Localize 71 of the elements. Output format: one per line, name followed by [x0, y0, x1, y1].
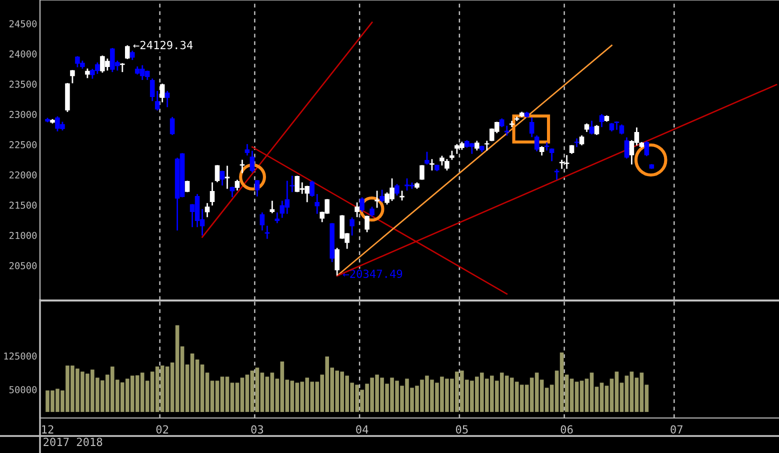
- candlestick: [224, 166, 230, 189]
- candlestick: [420, 165, 424, 180]
- candlestick: [184, 180, 190, 192]
- y-tick-label: 22500: [9, 141, 37, 148]
- y-tick-label: 125000: [4, 352, 37, 360]
- y-tick-label: 21000: [9, 232, 37, 240]
- candlestick: [290, 176, 295, 192]
- x-tick-label: 05: [456, 425, 468, 434]
- candlestick: [234, 180, 240, 190]
- x-tick-label: 07: [670, 425, 682, 434]
- y-tick-label: 22000: [9, 171, 37, 179]
- candlestick: [354, 202, 360, 218]
- candlestick: [614, 121, 620, 130]
- candlestick: [534, 135, 540, 152]
- candlestick: [484, 140, 490, 150]
- annotation: ←24129.34: [133, 40, 193, 50]
- candlestick: [364, 216, 370, 232]
- y-tick-label: 23500: [9, 80, 37, 88]
- annotation: ←20347.49: [343, 270, 402, 278]
- y-tick-label: 23000: [9, 110, 37, 118]
- candlestick: [214, 165, 220, 182]
- candlestick: [350, 217, 354, 236]
- candlestick: [310, 180, 315, 197]
- y-tick-label: 50000: [9, 386, 37, 394]
- candlestick: [334, 248, 340, 276]
- x-tick-label: 06: [560, 425, 573, 434]
- candlestick: [624, 137, 630, 159]
- candlestick: [260, 212, 265, 230]
- candlestick: [244, 144, 250, 156]
- text: 2018: [76, 438, 102, 446]
- candlestick: [230, 186, 235, 198]
- candlestick: [170, 116, 175, 135]
- y-tick-label: 21500: [9, 202, 37, 209]
- candlestick: [554, 169, 560, 180]
- x-tick-label: 03: [251, 425, 264, 434]
- candlestick: [360, 197, 364, 212]
- candlestick: [549, 148, 554, 162]
- x-tick-label: 12: [42, 425, 54, 434]
- x-tick-label: 04: [356, 425, 368, 434]
- candlestick: [164, 90, 170, 108]
- candlestick: [589, 120, 594, 134]
- candlestick: [220, 170, 225, 186]
- text: 2017: [44, 438, 69, 446]
- candlestick: [314, 194, 320, 214]
- candlestick: [125, 45, 130, 60]
- candlestick: [150, 78, 155, 102]
- x-tick-label: 02: [156, 425, 168, 434]
- candlestick: [204, 203, 210, 218]
- y-tick-label: 24500: [9, 20, 37, 28]
- candlestick: [644, 141, 650, 156]
- candlestick: [574, 138, 580, 148]
- candlestick: [424, 152, 430, 164]
- y-tick-label: 24000: [9, 50, 37, 58]
- candlestick: [274, 212, 280, 224]
- candlestick: [544, 142, 550, 150]
- candlestick: [120, 63, 125, 72]
- candlestick: [154, 90, 160, 110]
- candlestick: [270, 200, 275, 214]
- candlestick: [374, 190, 380, 208]
- candlestick: [450, 150, 454, 160]
- candlestick: [380, 190, 384, 202]
- candlestick: [599, 114, 604, 128]
- candlestick: [509, 120, 514, 128]
- candlestick: [250, 150, 255, 172]
- candlestick: [254, 180, 260, 196]
- candlestick: [160, 84, 165, 102]
- candlestick: [210, 182, 215, 206]
- candlestick: [394, 184, 400, 196]
- y-tick-label: 20500: [9, 262, 37, 270]
- candlestick: [529, 117, 534, 138]
- candlestick: [70, 70, 75, 84]
